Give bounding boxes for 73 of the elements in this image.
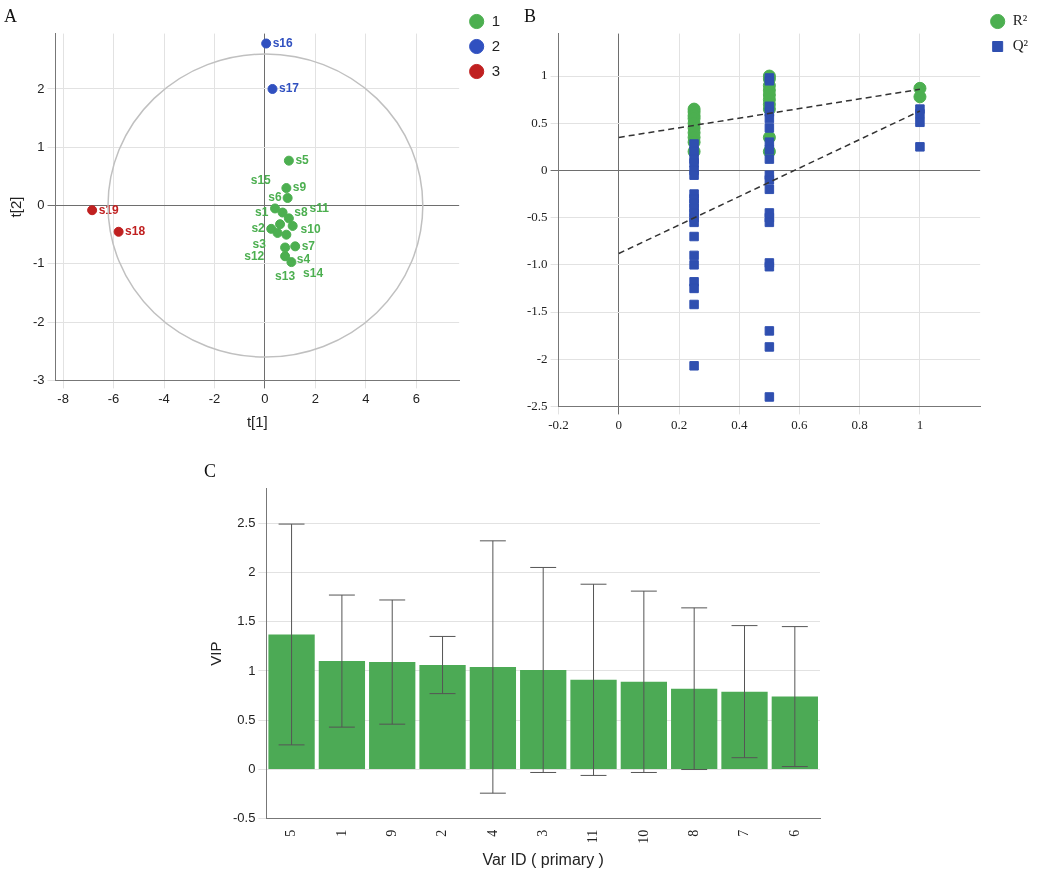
legend-label: Q² <box>1012 37 1029 54</box>
y-tick-label: -2 <box>536 350 548 366</box>
y-tick-label: 1 <box>37 138 45 154</box>
data-label: s10 <box>300 222 321 237</box>
y-tick-label: -3 <box>33 371 45 387</box>
data-label: s19 <box>98 202 119 217</box>
x-tick-label: 3 <box>534 829 550 837</box>
y-tick-label: -2 <box>33 313 45 329</box>
x-tick-label: -4 <box>158 390 170 406</box>
y-tick-label: 0.5 <box>531 114 548 130</box>
x-axis-title: t[1] <box>246 413 268 431</box>
y-axis-title: VIP <box>207 641 225 666</box>
y-tick-label: -1.5 <box>526 303 548 319</box>
y-tick-label: 0.5 <box>237 711 256 727</box>
x-tick-label: 8 <box>685 829 701 837</box>
x-tick-label: 4 <box>362 390 370 406</box>
chart-title: B <box>524 5 537 26</box>
chart-title: A <box>4 5 17 26</box>
x-tick-label: 4 <box>484 829 500 837</box>
x-tick-label: 0.8 <box>851 416 868 432</box>
y-tick-label: 1.5 <box>237 613 256 629</box>
y-tick-label: 2 <box>37 80 45 96</box>
data-label: s4 <box>296 251 311 266</box>
y-axis-title: t[2] <box>7 196 25 218</box>
x-tick-label: 0 <box>261 390 269 406</box>
y-tick-label: -2.5 <box>526 397 548 413</box>
y-tick-label: 2 <box>248 563 256 579</box>
x-tick-label: -8 <box>57 390 69 406</box>
x-tick-label: 9 <box>383 829 399 837</box>
legend-label: R² <box>1012 12 1028 29</box>
data-label: s13 <box>275 269 296 284</box>
x-tick-label: -6 <box>107 390 120 406</box>
y-tick-label: -0.5 <box>232 810 256 826</box>
x-tick-label: -0.2 <box>548 416 569 432</box>
x-tick-label: 6 <box>412 390 420 406</box>
data-label: s6 <box>268 190 283 205</box>
y-tick-label: 1 <box>248 662 256 678</box>
y-tick-label: -0.5 <box>526 209 548 225</box>
data-label: s7 <box>301 238 316 253</box>
x-axis-title: Var ID ( primary ) <box>482 850 604 868</box>
x-tick-label: 1 <box>333 829 349 837</box>
x-tick-label: 11 <box>585 829 601 844</box>
x-tick-label: 1 <box>916 416 924 432</box>
data-label: s18 <box>125 224 146 239</box>
x-tick-label: 5 <box>283 829 299 837</box>
y-tick-label: -1 <box>33 255 45 271</box>
data-label: s5 <box>295 152 310 167</box>
x-tick-label: 6 <box>786 829 802 837</box>
x-tick-label: 0.2 <box>670 416 688 432</box>
data-label: s17 <box>278 81 300 96</box>
data-label: s9 <box>292 180 307 195</box>
y-tick-label: 0 <box>248 761 256 777</box>
x-tick-label: 2 <box>434 829 450 837</box>
data-label: s8 <box>294 204 308 219</box>
x-tick-label: -2 <box>208 390 221 406</box>
x-tick-label: 7 <box>736 829 752 837</box>
data-label: s14 <box>303 266 324 281</box>
legend-label: 3 <box>491 61 500 79</box>
y-tick-label: 0 <box>37 197 45 213</box>
legend-label: 2 <box>491 36 500 54</box>
y-tick-label: 1 <box>541 67 548 83</box>
y-tick-label: 0 <box>541 161 548 177</box>
data-label: s16 <box>272 35 294 50</box>
y-tick-label: -1.0 <box>526 256 548 272</box>
x-tick-label: 10 <box>635 829 651 844</box>
x-tick-label: 0 <box>615 416 623 432</box>
data-label: s12 <box>244 249 265 264</box>
y-tick-label: 2.5 <box>237 514 256 530</box>
legend-label: 1 <box>491 11 500 29</box>
x-tick-label: 0.4 <box>731 416 748 432</box>
x-tick-label: 0.6 <box>791 416 809 432</box>
x-tick-label: 2 <box>311 390 319 406</box>
chart-title: C <box>204 460 217 481</box>
